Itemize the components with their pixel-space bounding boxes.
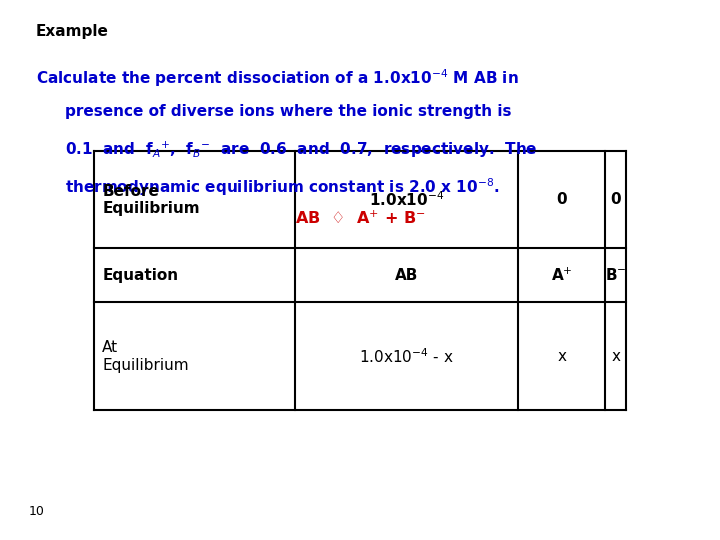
Text: 0: 0 [611,192,621,207]
Text: x: x [557,349,566,364]
Text: B$^{-}$: B$^{-}$ [605,267,626,284]
Text: A$^{+}$: A$^{+}$ [551,267,572,284]
Text: presence of diverse ions where the ionic strength is: presence of diverse ions where the ionic… [65,104,511,119]
Text: 1.0x10$^{-4}$: 1.0x10$^{-4}$ [369,191,444,209]
Text: 1.0x10$^{-4}$ - x: 1.0x10$^{-4}$ - x [359,347,454,366]
Text: Calculate the percent dissociation of a 1.0x10$^{-4}$ M AB in: Calculate the percent dissociation of a … [36,68,519,89]
Text: At
Equilibrium: At Equilibrium [102,340,189,373]
Text: Equation: Equation [102,268,179,283]
Text: thermodynamic equilibrium constant is 2.0 x 10$^{-8}$.: thermodynamic equilibrium constant is 2.… [65,176,500,198]
Text: 0.1  and  f$_{A}$$^{+}$,  f$_{B}$$^{-}$  are  0.6  and  0.7,  respectively.  The: 0.1 and f$_{A}$$^{+}$, f$_{B}$$^{-}$ are… [65,140,537,160]
Text: AB  ♢  A$^{+}$ + B$^{-}$: AB ♢ A$^{+}$ + B$^{-}$ [294,210,426,227]
Text: x: x [611,349,620,364]
Text: AB: AB [395,268,418,283]
Text: 0: 0 [557,192,567,207]
Text: Example: Example [36,24,109,39]
Text: Before
Equilibrium: Before Equilibrium [102,184,200,216]
Text: 10: 10 [29,505,45,518]
